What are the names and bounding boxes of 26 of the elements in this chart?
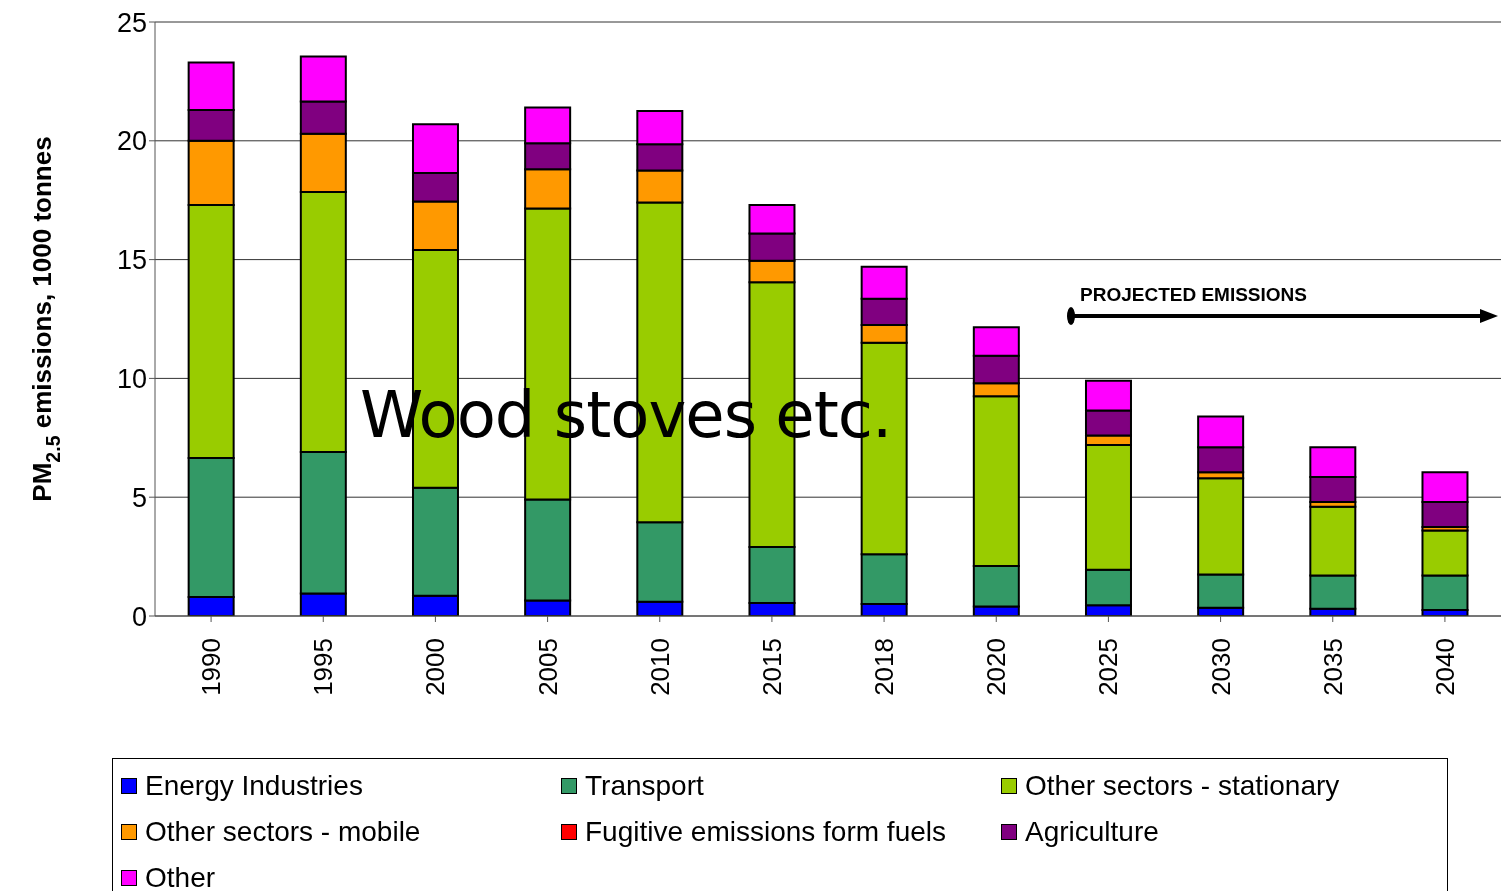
legend-label: Energy Industries bbox=[145, 769, 363, 803]
y-tick-label: 5 bbox=[131, 482, 147, 513]
x-tick-label: 1990 bbox=[196, 638, 227, 696]
y-tick-label: 15 bbox=[116, 245, 147, 276]
legend-label: Agriculture bbox=[1025, 815, 1159, 849]
legend-label: Other sectors - mobile bbox=[145, 815, 421, 849]
annotation: PROJECTED EMISSIONS bbox=[1080, 284, 1307, 306]
x-tick-label: 2015 bbox=[756, 638, 787, 696]
x-tick-label: 2025 bbox=[1093, 638, 1124, 696]
legend-label: Fugitive emissions form fuels bbox=[585, 815, 947, 849]
x-tick-label: 1995 bbox=[308, 638, 339, 696]
x-tick-label: 2000 bbox=[420, 638, 451, 696]
x-tick-label: 2035 bbox=[1317, 638, 1348, 696]
x-tick-label: 2030 bbox=[1205, 638, 1236, 696]
y-tick-label: 0 bbox=[131, 601, 147, 632]
x-tick-label: 2010 bbox=[644, 638, 675, 696]
y-tick-label: 25 bbox=[116, 7, 147, 38]
legend-label: Other bbox=[145, 861, 216, 891]
x-tick-label: 2020 bbox=[981, 638, 1012, 696]
x-tick-label: 2040 bbox=[1429, 638, 1460, 696]
legend-label: Transport bbox=[585, 769, 704, 803]
legend-label: Other sectors - stationary bbox=[1025, 769, 1340, 803]
y-tick-label: 10 bbox=[116, 363, 147, 394]
x-tick-label: 2005 bbox=[532, 638, 563, 696]
x-tick-label: 2018 bbox=[869, 638, 900, 696]
y-tick-label: 20 bbox=[116, 126, 147, 157]
